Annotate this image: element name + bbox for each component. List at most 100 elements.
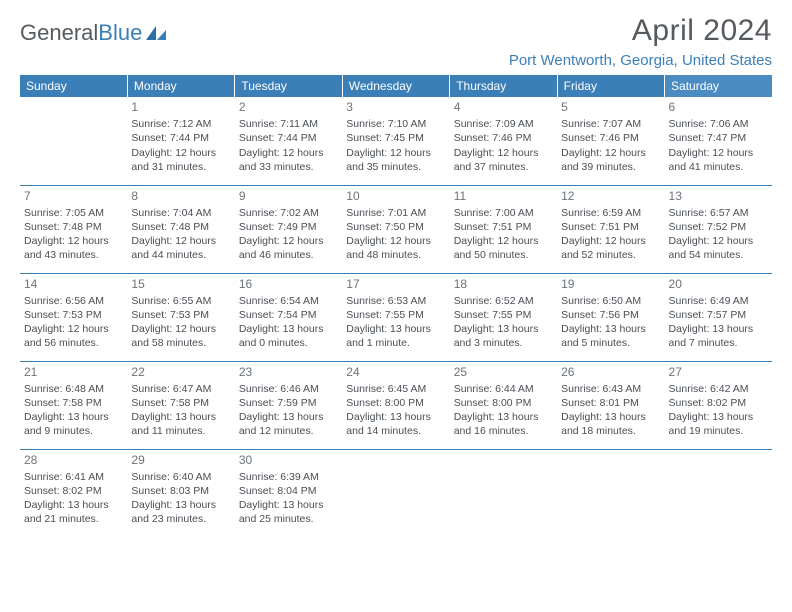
sunrise-line: Sunrise: 6:39 AM (239, 470, 338, 484)
day-cell: 30Sunrise: 6:39 AMSunset: 8:04 PMDayligh… (235, 449, 342, 537)
location: Port Wentworth, Georgia, United States (509, 52, 772, 69)
daylight-line: Daylight: 12 hours and 46 minutes. (239, 234, 338, 262)
daylight-line: Daylight: 13 hours and 1 minute. (346, 322, 445, 350)
sunset-line: Sunset: 8:01 PM (561, 396, 660, 410)
day-number: 16 (239, 276, 338, 292)
day-number: 6 (669, 99, 768, 115)
daylight-line: Daylight: 13 hours and 7 minutes. (669, 322, 768, 350)
day-cell: 14Sunrise: 6:56 AMSunset: 7:53 PMDayligh… (20, 273, 127, 361)
sunset-line: Sunset: 7:48 PM (131, 220, 230, 234)
daylight-line: Daylight: 13 hours and 14 minutes. (346, 410, 445, 438)
day-number: 22 (131, 364, 230, 380)
daylight-line: Daylight: 12 hours and 50 minutes. (454, 234, 553, 262)
daylight-line: Daylight: 12 hours and 33 minutes. (239, 146, 338, 174)
day-number: 1 (131, 99, 230, 115)
weekday-header: Thursday (450, 75, 557, 97)
brand-name-gray: General (20, 20, 98, 45)
daylight-line: Daylight: 13 hours and 12 minutes. (239, 410, 338, 438)
weekday-header: Tuesday (235, 75, 342, 97)
sunset-line: Sunset: 7:46 PM (454, 131, 553, 145)
day-number: 14 (24, 276, 123, 292)
sunset-line: Sunset: 7:52 PM (669, 220, 768, 234)
calendar-row: 1 Sunrise: 7:12 AMSunset: 7:44 PM Daylight… (20, 97, 772, 185)
sunrise-line: Sunrise: 6:50 AM (561, 294, 660, 308)
day-number: 12 (561, 188, 660, 204)
sunset-line: Sunset: 7:46 PM (561, 131, 660, 145)
day-cell: 27 Sunrise: 6:42 AMSunset: 8:02 PMDayligh… (665, 361, 772, 449)
sunrise-line: Sunrise: 6:54 AM (239, 294, 338, 308)
weekday-header: Friday (557, 75, 664, 97)
weekday-header: Wednesday (342, 75, 449, 97)
daylight-line: Daylight: 13 hours and 9 minutes. (24, 410, 123, 438)
day-cell: 29Sunrise: 6:40 AMSunset: 8:03 PMDayligh… (127, 449, 234, 537)
month-title: April 2024 (509, 14, 772, 48)
sunrise-line: Sunrise: 7:05 AM (24, 206, 123, 220)
sunset-line: Sunset: 7:58 PM (131, 396, 230, 410)
daylight-line: Daylight: 12 hours and 44 minutes. (131, 234, 230, 262)
sunset-line: Sunset: 7:51 PM (454, 220, 553, 234)
sunset-line: Sunset: 7:44 PM (131, 131, 230, 145)
sunrise-line: Sunrise: 6:40 AM (131, 470, 230, 484)
day-cell: 9Sunrise: 7:02 AMSunset: 7:49 PMDaylight… (235, 185, 342, 273)
day-cell: 2Sunrise: 7:11 AMSunset: 7:44 PMDaylight… (235, 97, 342, 185)
day-number: 11 (454, 188, 553, 204)
sunset-line: Sunset: 7:56 PM (561, 308, 660, 322)
sunrise-line: Sunrise: 6:59 AM (561, 206, 660, 220)
day-cell: 19Sunrise: 6:50 AMSunset: 7:56 PMDayligh… (557, 273, 664, 361)
day-number: 7 (24, 188, 123, 204)
daylight-line: Daylight: 12 hours and 41 minutes. (669, 146, 768, 174)
sunset-line: Sunset: 7:54 PM (239, 308, 338, 322)
daylight-line: Daylight: 12 hours and 52 minutes. (561, 234, 660, 262)
calendar-row: 7Sunrise: 7:05 AMSunset: 7:48 PMDaylight… (20, 185, 772, 273)
day-number: 10 (346, 188, 445, 204)
day-number: 8 (131, 188, 230, 204)
brand-logo: GeneralBlue (20, 14, 168, 46)
empty-cell (450, 449, 557, 537)
sunset-line: Sunset: 7:57 PM (669, 308, 768, 322)
sunset-line: Sunset: 8:02 PM (24, 484, 123, 498)
title-block: April 2024 Port Wentworth, Georgia, Unit… (509, 14, 772, 69)
empty-cell (557, 449, 664, 537)
day-cell: 11Sunrise: 7:00 AMSunset: 7:51 PMDayligh… (450, 185, 557, 273)
sunrise-line: Sunrise: 6:45 AM (346, 382, 445, 396)
calendar-row: 14Sunrise: 6:56 AMSunset: 7:53 PMDayligh… (20, 273, 772, 361)
day-number: 19 (561, 276, 660, 292)
daylight-line: Daylight: 12 hours and 56 minutes. (24, 322, 123, 350)
day-cell: 6Sunrise: 7:06 AMSunset: 7:47 PMDaylight… (665, 97, 772, 185)
sunset-line: Sunset: 8:00 PM (346, 396, 445, 410)
sunrise-line: Sunrise: 7:12 AM (131, 117, 230, 131)
daylight-line: Daylight: 13 hours and 19 minutes. (669, 410, 768, 438)
sunset-line: Sunset: 8:02 PM (669, 396, 768, 410)
daylight-line: Daylight: 13 hours and 0 minutes. (239, 322, 338, 350)
day-number: 30 (239, 452, 338, 468)
daylight-line: Daylight: 12 hours and 37 minutes. (454, 146, 553, 174)
day-number: 21 (24, 364, 123, 380)
daylight-line: Daylight: 12 hours and 48 minutes. (346, 234, 445, 262)
sunset-line: Sunset: 8:04 PM (239, 484, 338, 498)
day-cell: 4Sunrise: 7:09 AMSunset: 7:46 PMDaylight… (450, 97, 557, 185)
daylight-line: Daylight: 13 hours and 23 minutes. (131, 498, 230, 526)
sunrise-line: Sunrise: 6:57 AM (669, 206, 768, 220)
day-cell: 25Sunrise: 6:44 AMSunset: 8:00 PMDayligh… (450, 361, 557, 449)
daylight-line: Daylight: 12 hours and 54 minutes. (669, 234, 768, 262)
sunset-line: Sunset: 7:53 PM (24, 308, 123, 322)
day-cell: 21Sunrise: 6:48 AMSunset: 7:58 PMDayligh… (20, 361, 127, 449)
day-cell: 18Sunrise: 6:52 AMSunset: 7:55 PMDayligh… (450, 273, 557, 361)
day-number: 25 (454, 364, 553, 380)
day-number: 29 (131, 452, 230, 468)
day-cell: 16 Sunrise: 6:54 AMSunset: 7:54 PMDayligh… (235, 273, 342, 361)
day-number: 9 (239, 188, 338, 204)
sunrise-line: Sunrise: 6:42 AM (669, 382, 768, 396)
day-number: 27 (669, 364, 768, 380)
sunset-line: Sunset: 7:53 PM (131, 308, 230, 322)
day-cell: 22Sunrise: 6:47 AMSunset: 7:58 PMDayligh… (127, 361, 234, 449)
day-cell: 26Sunrise: 6:43 AMSunset: 8:01 PMDayligh… (557, 361, 664, 449)
day-cell: 8Sunrise: 7:04 AMSunset: 7:48 PMDaylight… (127, 185, 234, 273)
sunset-line: Sunset: 7:50 PM (346, 220, 445, 234)
day-cell: 28Sunrise: 6:41 AMSunset: 8:02 PMDayligh… (20, 449, 127, 537)
day-cell: 1Sunrise: 7:12 AMSunset: 7:44 PMDaylight… (127, 97, 234, 185)
sunrise-line: Sunrise: 6:48 AM (24, 382, 123, 396)
sunrise-line: Sunrise: 6:41 AM (24, 470, 123, 484)
day-cell: 15Sunrise: 6:55 AMSunset: 7:53 PMDayligh… (127, 273, 234, 361)
header: GeneralBlue April 2024 Port Wentworth, G… (20, 14, 772, 69)
